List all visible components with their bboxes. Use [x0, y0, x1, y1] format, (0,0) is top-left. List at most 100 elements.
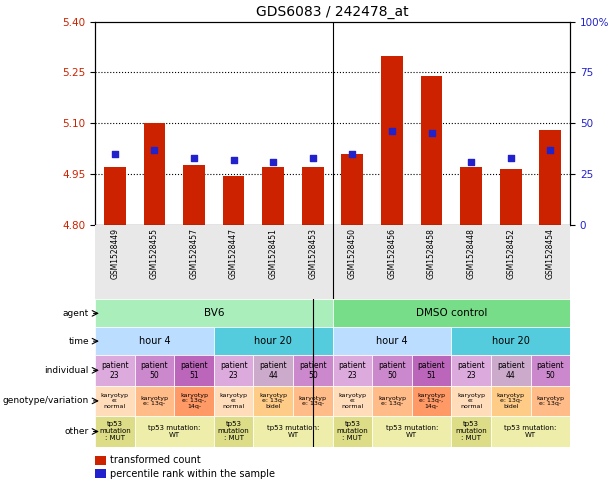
Bar — [214, 355, 253, 385]
Text: GSM1528454: GSM1528454 — [546, 228, 555, 279]
Text: karyotyp
e:
normal: karyotyp e: normal — [338, 393, 367, 409]
Bar — [372, 385, 412, 416]
Point — [506, 154, 516, 161]
Bar — [491, 416, 570, 447]
Text: karyotyp
e: 13q-,
14q-: karyotyp e: 13q-, 14q- — [417, 393, 446, 409]
Bar — [341, 154, 364, 225]
Bar — [95, 327, 214, 355]
Point — [150, 146, 159, 154]
Text: tp53
mutation
: MUT: tp53 mutation : MUT — [99, 422, 131, 441]
Title: GDS6083 / 242478_at: GDS6083 / 242478_at — [256, 5, 409, 19]
Text: patient
50: patient 50 — [536, 361, 564, 380]
Text: patient
50: patient 50 — [140, 361, 168, 380]
Bar — [530, 385, 570, 416]
Text: GSM1528452: GSM1528452 — [506, 228, 515, 279]
Bar — [451, 355, 491, 385]
Bar — [135, 416, 214, 447]
Text: karyotyp
e: 13q-: karyotyp e: 13q- — [536, 396, 565, 406]
Bar — [460, 167, 482, 225]
Text: BV6: BV6 — [204, 308, 224, 318]
Text: percentile rank within the sample: percentile rank within the sample — [110, 469, 275, 479]
Bar — [491, 385, 530, 416]
Point — [229, 156, 238, 164]
Bar — [530, 355, 570, 385]
Text: tp53
mutation
: MUT: tp53 mutation : MUT — [455, 422, 487, 441]
Text: other: other — [64, 427, 89, 436]
Bar — [253, 385, 293, 416]
Text: karyotyp
e: 13q-
bidel: karyotyp e: 13q- bidel — [497, 393, 525, 409]
Point — [427, 129, 436, 137]
Text: karyotyp
e:
normal: karyotyp e: normal — [219, 393, 248, 409]
Bar — [253, 416, 333, 447]
Text: GSM1528448: GSM1528448 — [466, 228, 476, 279]
Text: genotype/variation: genotype/variation — [2, 397, 89, 405]
Bar — [381, 56, 403, 225]
Text: GSM1528457: GSM1528457 — [189, 228, 199, 279]
Text: individual: individual — [45, 366, 89, 375]
Text: GSM1528449: GSM1528449 — [110, 228, 120, 279]
Bar — [214, 416, 253, 447]
Bar — [333, 327, 451, 355]
Bar — [421, 76, 443, 225]
Bar — [412, 355, 451, 385]
Text: hour 4: hour 4 — [139, 336, 170, 346]
Bar — [104, 167, 126, 225]
Bar — [262, 167, 284, 225]
Point — [189, 154, 199, 161]
Bar — [539, 130, 561, 225]
Bar — [451, 327, 570, 355]
Text: karyotyp
e: 13q-
bidel: karyotyp e: 13q- bidel — [259, 393, 287, 409]
Text: tp53 mutation:
WT: tp53 mutation: WT — [386, 425, 438, 438]
Bar — [491, 355, 530, 385]
Text: GSM1528447: GSM1528447 — [229, 228, 238, 279]
Point — [466, 158, 476, 166]
Bar — [451, 416, 491, 447]
Bar — [412, 385, 451, 416]
Bar — [214, 327, 333, 355]
Bar — [253, 355, 293, 385]
Text: GSM1528453: GSM1528453 — [308, 228, 318, 279]
Text: GSM1528456: GSM1528456 — [387, 228, 397, 279]
Bar — [500, 169, 522, 225]
Bar — [333, 416, 372, 447]
Bar — [223, 176, 245, 225]
Text: patient
23: patient 23 — [457, 361, 485, 380]
Bar — [333, 355, 372, 385]
Bar — [135, 385, 174, 416]
Bar — [95, 416, 135, 447]
Bar — [174, 385, 214, 416]
Text: patient
50: patient 50 — [299, 361, 327, 380]
Text: GSM1528451: GSM1528451 — [268, 228, 278, 279]
Bar — [372, 416, 451, 447]
Point — [387, 128, 397, 135]
Bar — [174, 355, 214, 385]
Text: GSM1528458: GSM1528458 — [427, 228, 436, 279]
Bar — [372, 355, 412, 385]
Bar — [143, 123, 166, 225]
Text: transformed count: transformed count — [110, 455, 201, 465]
Text: tp53
mutation
: MUT: tp53 mutation : MUT — [337, 422, 368, 441]
Point — [546, 146, 555, 154]
Bar — [95, 299, 333, 327]
Text: tp53
mutation
: MUT: tp53 mutation : MUT — [218, 422, 249, 441]
Text: patient
50: patient 50 — [378, 361, 406, 380]
Text: karyotyp
e: 13q-,
14q-: karyotyp e: 13q-, 14q- — [180, 393, 208, 409]
Text: patient
51: patient 51 — [417, 361, 445, 380]
Text: time: time — [68, 337, 89, 346]
Text: hour 20: hour 20 — [492, 336, 530, 346]
Bar — [95, 385, 135, 416]
Point — [308, 154, 318, 161]
Bar — [214, 385, 253, 416]
Bar — [95, 225, 570, 299]
Text: tp53 mutation:
WT: tp53 mutation: WT — [267, 425, 319, 438]
Text: patient
44: patient 44 — [497, 361, 525, 380]
Point — [348, 150, 357, 157]
Text: karyotyp
e: 13q-: karyotyp e: 13q- — [140, 396, 169, 406]
Text: agent: agent — [63, 309, 89, 318]
Bar — [135, 355, 174, 385]
Bar — [183, 166, 205, 225]
Bar — [333, 299, 570, 327]
Text: tp53 mutation:
WT: tp53 mutation: WT — [148, 425, 200, 438]
Text: GSM1528455: GSM1528455 — [150, 228, 159, 279]
Text: patient
51: patient 51 — [180, 361, 208, 380]
